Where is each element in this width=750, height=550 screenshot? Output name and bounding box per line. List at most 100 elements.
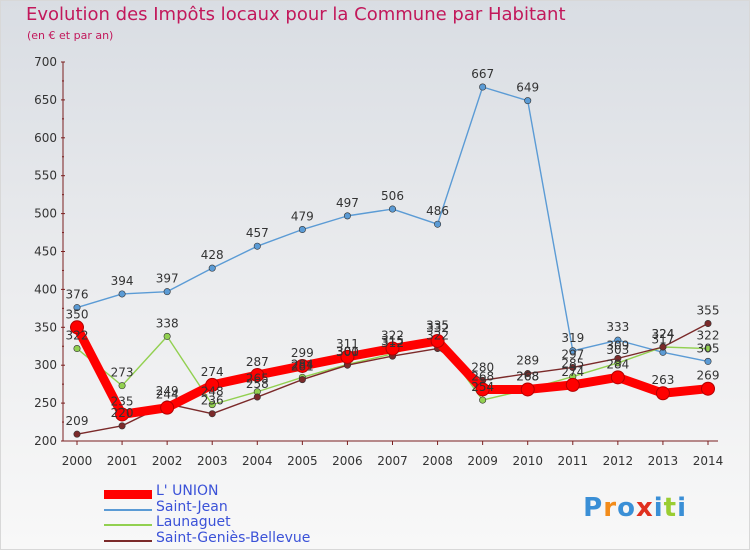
axes: 200 250 300 350 400 450 500 550 600 650 700 2000 200…: [34, 55, 723, 468]
data-label: 322: [697, 329, 720, 343]
data-point: [434, 220, 442, 228]
data-point: [701, 381, 715, 396]
data-point: [614, 354, 622, 362]
legend-swatch: [104, 508, 152, 511]
data-label: 301: [336, 344, 359, 358]
data-point: [298, 226, 306, 234]
legend-label: Saint-Jean: [156, 498, 228, 515]
data-label: 280: [471, 360, 494, 374]
data-point: [208, 410, 216, 418]
x-tick-label: 2010: [512, 454, 543, 468]
y-tick-label: 200: [34, 434, 57, 448]
data-label: 244: [156, 388, 179, 402]
data-label: 457: [246, 226, 269, 240]
data-label: 300: [336, 345, 359, 359]
x-tick-label: 2008: [422, 454, 453, 468]
y-tick-label: 650: [34, 93, 57, 107]
data-point: [118, 290, 126, 298]
data-label: 258: [246, 377, 269, 391]
data-label: 209: [66, 414, 89, 428]
data-point: [118, 422, 126, 430]
data-point: [73, 345, 81, 353]
data-point: [524, 97, 532, 105]
data-point: [524, 370, 532, 378]
data-label: 324: [651, 327, 674, 341]
data-label: 322: [381, 329, 404, 343]
data-label: 284: [606, 357, 629, 371]
logo-letter: t: [663, 493, 678, 523]
series-layer: [70, 83, 715, 438]
data-label: 254: [471, 380, 494, 394]
legend-swatch: [104, 524, 152, 526]
x-tick-label: 2006: [332, 454, 363, 468]
data-label: 311: [336, 337, 359, 351]
y-tick-label: 350: [34, 320, 57, 334]
x-tick-label: 2012: [603, 454, 634, 468]
x-tick-label: 2003: [197, 454, 228, 468]
data-label: 235: [111, 394, 134, 408]
data-point: [160, 400, 175, 415]
data-point: [569, 347, 577, 355]
logo-letter: r: [603, 493, 618, 523]
data-point: [250, 368, 265, 383]
data-point: [655, 386, 670, 401]
data-point: [115, 407, 130, 422]
data-label: 309: [606, 338, 629, 352]
data-point: [118, 382, 126, 390]
data-point: [70, 320, 84, 335]
data-point: [163, 332, 171, 340]
data-label: 249: [156, 384, 179, 398]
data-label: 376: [66, 288, 89, 302]
data-label: 284: [291, 357, 314, 371]
data-label: 289: [516, 354, 539, 368]
data-label: 355: [697, 304, 720, 318]
data-label: 397: [156, 272, 179, 286]
y-tick-label: 700: [34, 55, 57, 69]
data-label: 269: [697, 369, 720, 383]
data-point: [659, 343, 667, 351]
data-label: 268: [516, 369, 539, 383]
data-label: 338: [156, 316, 179, 330]
legend-label: Saint-Geniès-Bellevue: [156, 529, 311, 546]
data-label: 317: [651, 332, 674, 346]
data-label: 312: [381, 336, 404, 350]
data-label: 479: [291, 210, 314, 224]
legend: L' UNION Saint-Jean Launaguet Saint-Geniès-…: [104, 483, 364, 549]
y-tick-label: 500: [34, 207, 57, 221]
data-point: [298, 376, 306, 384]
legend-label: Launaguet: [156, 514, 231, 530]
data-point: [704, 320, 712, 328]
data-label: 263: [651, 373, 674, 387]
chart-title: Evolution des Impôts locaux pour la Comm…: [26, 4, 566, 25]
x-tick-label: 2011: [558, 454, 589, 468]
data-point: [520, 382, 535, 397]
logo-letter: i: [653, 493, 664, 523]
x-tick-label: 2007: [377, 454, 408, 468]
data-label: 319: [561, 331, 584, 345]
data-label: 333: [606, 320, 629, 334]
data-point: [475, 382, 490, 397]
data-point: [208, 264, 216, 272]
data-point: [614, 336, 622, 344]
legend-item: Saint-Geniès-Bellevue: [104, 529, 364, 549]
data-label: 273: [111, 366, 134, 380]
legend-swatch: [104, 490, 152, 499]
data-point: [253, 393, 261, 401]
data-label: 394: [111, 274, 134, 288]
data-point: [73, 304, 81, 312]
data-label: 265: [246, 372, 269, 386]
data-label: 649: [516, 81, 539, 95]
data-label: 287: [246, 355, 269, 369]
data-point: [479, 83, 487, 91]
data-label: 285: [561, 357, 584, 371]
data-label: 297: [561, 347, 584, 361]
data-label: 274: [201, 365, 224, 379]
data-point: [704, 357, 712, 365]
y-tick-label: 450: [34, 245, 57, 259]
data-label: 268: [471, 369, 494, 383]
data-point: [208, 401, 216, 409]
data-point: [610, 370, 625, 385]
data-label: 315: [381, 334, 404, 348]
proxiti-logo: Proxiti: [583, 493, 687, 523]
